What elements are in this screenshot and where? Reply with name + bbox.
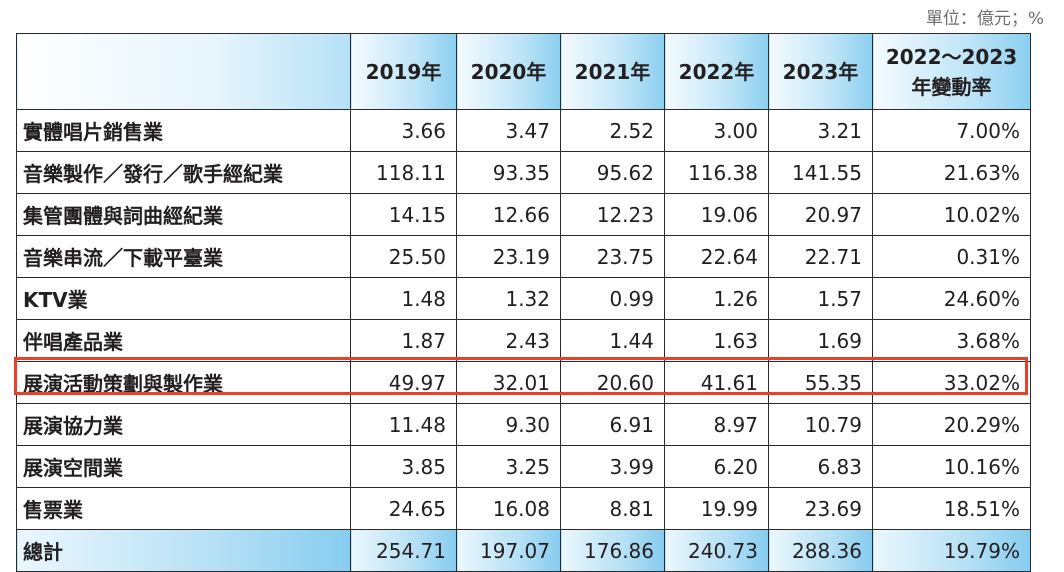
table-row: 展演活動策劃與製作業 49.97 32.01 20.60 41.61 55.35 33.02… [16, 361, 1031, 404]
row-label: 伴唱產品業 [16, 319, 351, 362]
value-cell: 22.64 [664, 235, 769, 278]
table-body: 實體唱片銷售業 3.66 3.47 2.52 3.00 3.21 7.00% 音樂製作／發行／… [16, 109, 1031, 572]
change-rate-cell: 24.60% [872, 277, 1031, 320]
value-cell: 22.71 [768, 235, 873, 278]
value-cell: 2.52 [560, 109, 665, 152]
value-cell: 1.87 [350, 319, 457, 362]
row-label: 展演空間業 [16, 445, 351, 488]
data-table: 2019年 2020年 2021年 2022年 2023年 2022～2023 年… [16, 33, 1031, 572]
value-cell: 9.30 [456, 403, 561, 446]
table-row: 音樂串流／下載平臺業 25.50 23.19 23.75 22.64 22.71 0.31% [16, 235, 1031, 278]
table-row: 集管團體與詞曲經紀業 14.15 12.66 12.23 19.06 20.97 10.02… [16, 193, 1031, 236]
value-cell: 118.11 [350, 151, 457, 194]
value-cell: 3.25 [456, 445, 561, 488]
row-label: KTV業 [16, 277, 351, 320]
value-cell: 12.23 [560, 193, 665, 236]
value-cell: 6.91 [560, 403, 665, 446]
value-cell: 8.81 [560, 487, 665, 530]
value-cell: 20.60 [560, 361, 665, 404]
value-cell: 1.32 [456, 277, 561, 320]
value-cell: 93.35 [456, 151, 561, 194]
table-row: 展演空間業 3.85 3.25 3.99 6.20 6.83 10.16% [16, 445, 1031, 488]
table-row: 實體唱片銷售業 3.66 3.47 2.52 3.00 3.21 7.00% [16, 109, 1031, 152]
value-cell: 23.75 [560, 235, 665, 278]
value-cell: 20.97 [768, 193, 873, 236]
value-cell: 141.55 [768, 151, 873, 194]
table-row: 伴唱產品業 1.87 2.43 1.44 1.63 1.69 3.68% [16, 319, 1031, 362]
row-label: 展演活動策劃與製作業 [16, 361, 351, 404]
unit-note: 單位：億元；% [925, 9, 1044, 29]
row-label: 實體唱片銷售業 [16, 109, 351, 152]
value-cell: 25.50 [350, 235, 457, 278]
header-row: 2019年 2020年 2021年 2022年 2023年 2022～2023 年… [16, 33, 1031, 110]
change-rate-cell: 21.63% [872, 151, 1031, 194]
value-cell: 23.19 [456, 235, 561, 278]
row-label: 售票業 [16, 487, 351, 530]
value-cell: 55.35 [768, 361, 873, 404]
total-label: 總計 [16, 529, 351, 572]
value-cell: 1.26 [664, 277, 769, 320]
value-cell: 6.20 [664, 445, 769, 488]
value-cell: 1.44 [560, 319, 665, 362]
change-rate-cell: 0.31% [872, 235, 1031, 278]
value-cell: 32.01 [456, 361, 561, 404]
value-cell: 116.38 [664, 151, 769, 194]
value-cell: 1.69 [768, 319, 873, 362]
row-label: 音樂製作／發行／歌手經紀業 [16, 151, 351, 194]
value-cell: 3.99 [560, 445, 665, 488]
change-rate-cell: 10.02% [872, 193, 1031, 236]
value-cell: 10.79 [768, 403, 873, 446]
value-cell: 23.69 [768, 487, 873, 530]
value-cell: 3.21 [768, 109, 873, 152]
value-cell: 254.71 [350, 529, 457, 572]
value-cell: 1.57 [768, 277, 873, 320]
table-row: KTV業 1.48 1.32 0.99 1.26 1.57 24.60% [16, 277, 1031, 320]
value-cell: 41.61 [664, 361, 769, 404]
value-cell: 95.62 [560, 151, 665, 194]
value-cell: 240.73 [664, 529, 769, 572]
value-cell: 197.07 [456, 529, 561, 572]
change-rate-cell: 3.68% [872, 319, 1031, 362]
value-cell: 3.00 [664, 109, 769, 152]
change-rate-cell: 20.29% [872, 403, 1031, 446]
table-row: 音樂製作／發行／歌手經紀業 118.11 93.35 95.62 116.38 141.5… [16, 151, 1031, 194]
value-cell: 3.47 [456, 109, 561, 152]
value-cell: 19.06 [664, 193, 769, 236]
header-year-2022: 2022年 [664, 33, 769, 110]
change-rate-cell: 33.02% [872, 361, 1031, 404]
change-rate-cell: 10.16% [872, 445, 1031, 488]
value-cell: 8.97 [664, 403, 769, 446]
header-year-2023: 2023年 [768, 33, 873, 110]
value-cell: 11.48 [350, 403, 457, 446]
value-cell: 2.43 [456, 319, 561, 362]
value-cell: 14.15 [350, 193, 457, 236]
value-cell: 12.66 [456, 193, 561, 236]
header-corner-cell [16, 33, 351, 110]
value-cell: 1.63 [664, 319, 769, 362]
row-label: 展演協力業 [16, 403, 351, 446]
table-row: 售票業 24.65 16.08 8.81 19.99 23.69 18.51% [16, 487, 1031, 530]
value-cell: 49.97 [350, 361, 457, 404]
change-rate-cell: 7.00% [872, 109, 1031, 152]
row-label: 音樂串流／下載平臺業 [16, 235, 351, 278]
value-cell: 6.83 [768, 445, 873, 488]
value-cell: 0.99 [560, 277, 665, 320]
value-cell: 3.85 [350, 445, 457, 488]
header-change-rate: 2022～2023 年變動率 [872, 33, 1031, 110]
row-label: 集管團體與詞曲經紀業 [16, 193, 351, 236]
change-rate-cell: 18.51% [872, 487, 1031, 530]
value-cell: 19.99 [664, 487, 769, 530]
header-year-2019: 2019年 [350, 33, 457, 110]
value-cell: 1.48 [350, 277, 457, 320]
value-cell: 24.65 [350, 487, 457, 530]
value-cell: 176.86 [560, 529, 665, 572]
value-cell: 288.36 [768, 529, 873, 572]
total-row: 總計 254.71 197.07 176.86 240.73 288.36 19.79% [16, 529, 1031, 572]
value-cell: 3.66 [350, 109, 457, 152]
header-year-2020: 2020年 [456, 33, 561, 110]
change-rate-cell: 19.79% [872, 529, 1031, 572]
value-cell: 16.08 [456, 487, 561, 530]
table-row: 展演協力業 11.48 9.30 6.91 8.97 10.79 20.29% [16, 403, 1031, 446]
header-year-2021: 2021年 [560, 33, 665, 110]
